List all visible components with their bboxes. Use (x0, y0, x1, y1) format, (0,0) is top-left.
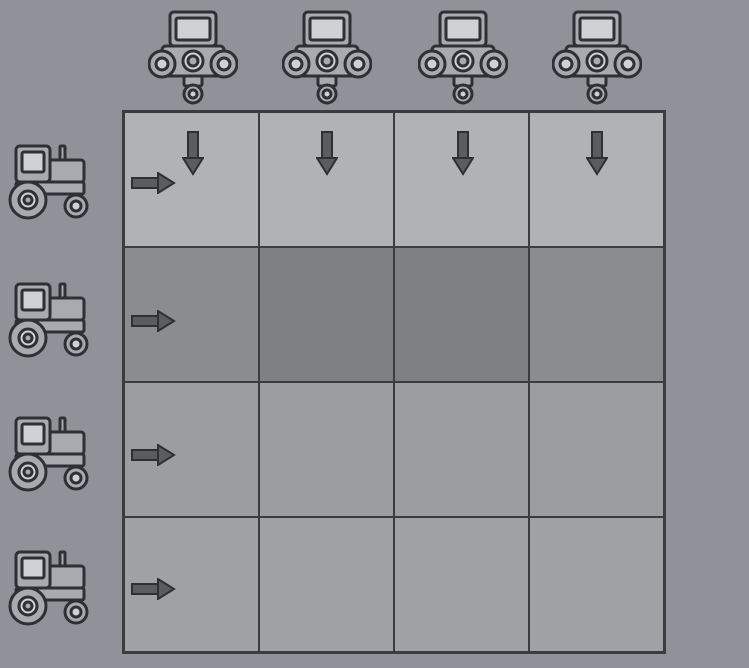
arrow-down-icon (182, 130, 204, 181)
arrow-down-icon (316, 130, 338, 181)
tractor-side-icon (0, 412, 98, 499)
tractor-side-icon (0, 140, 98, 227)
tractor-front-icon (148, 8, 238, 111)
tractor-front-icon (418, 8, 508, 111)
arrow-right-icon (130, 578, 176, 605)
arrow-down-icon (452, 130, 474, 181)
grid-cell (529, 517, 664, 652)
grid-cell (529, 247, 664, 382)
grid-cell (259, 517, 394, 652)
arrow-down-icon (586, 130, 608, 181)
arrow-right-icon (130, 444, 176, 471)
grid-cell (529, 382, 664, 517)
grid-cell (394, 382, 529, 517)
grid-cell (259, 247, 394, 382)
grid-cell (259, 382, 394, 517)
grid-cell (394, 517, 529, 652)
tractor-side-icon (0, 546, 98, 633)
grid-cell (394, 247, 529, 382)
tractor-front-icon (282, 8, 372, 111)
diagram-page (0, 0, 749, 668)
field-grid (122, 110, 666, 654)
tractor-front-icon (552, 8, 642, 111)
arrow-right-icon (130, 310, 176, 337)
arrow-right-icon (130, 172, 176, 199)
tractor-side-icon (0, 278, 98, 365)
